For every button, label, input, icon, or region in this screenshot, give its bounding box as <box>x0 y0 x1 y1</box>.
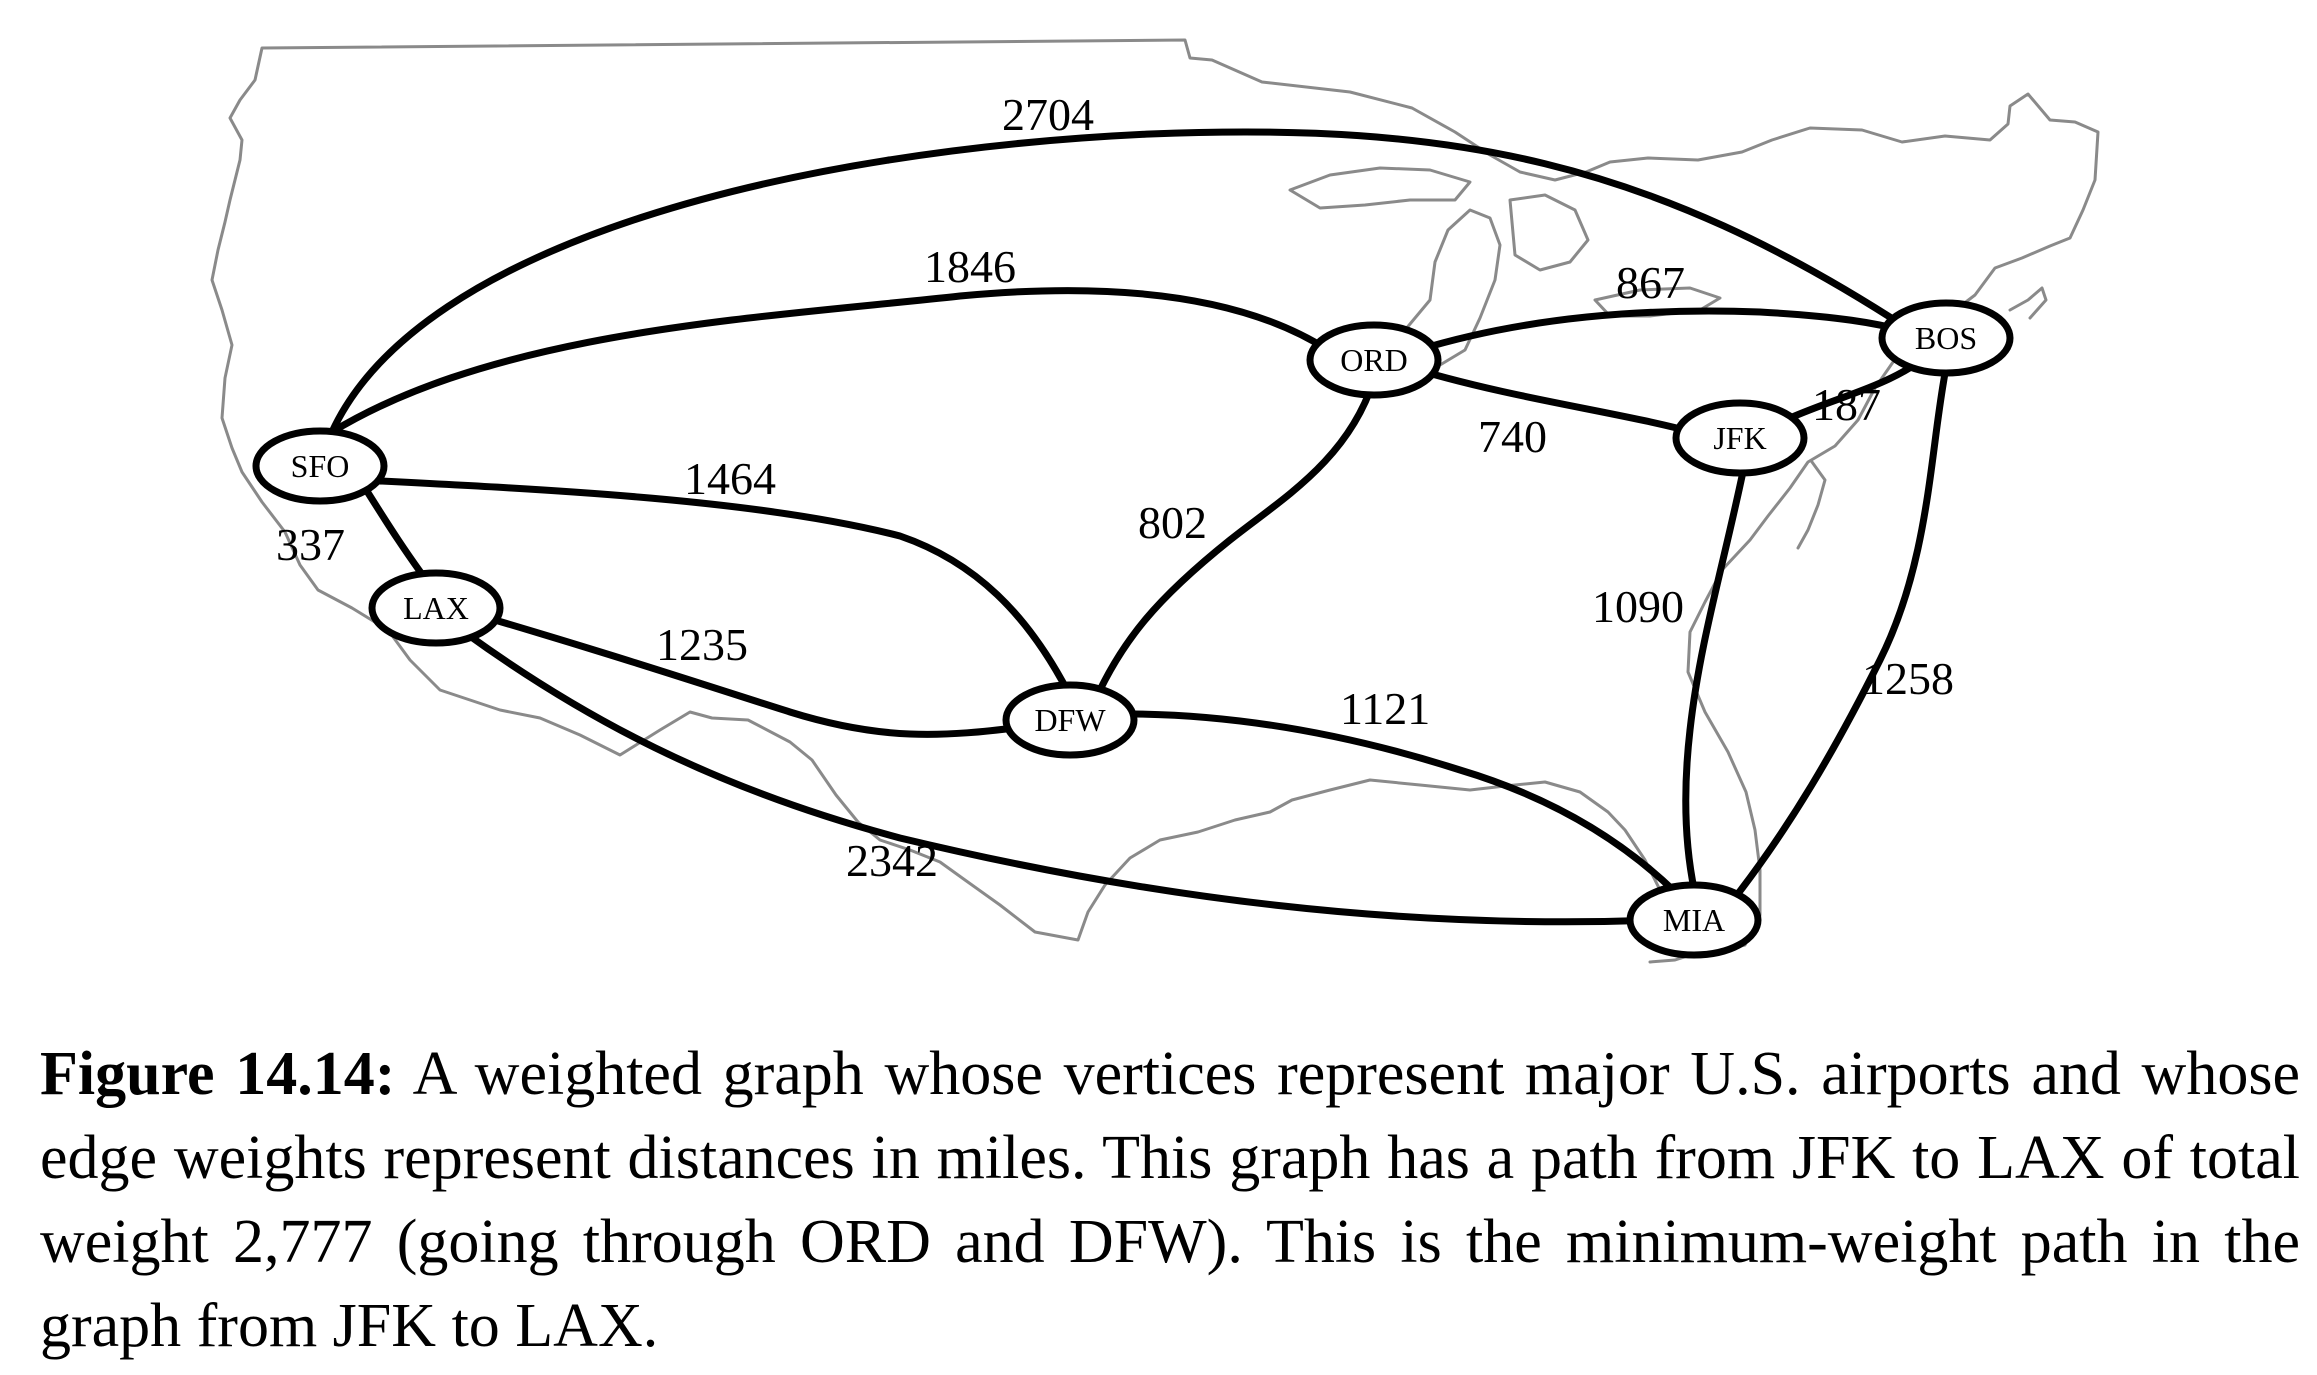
vertex-lax-shape <box>368 569 504 647</box>
vertex-dfw-shape <box>1002 681 1138 759</box>
vertex-ord: ORD <box>1306 321 1442 399</box>
us-mainland-outline <box>210 38 2100 954</box>
lake-huron-outline <box>1508 193 1590 272</box>
edge-ord-dfw <box>1086 372 1379 716</box>
graph-edges <box>328 128 1950 926</box>
vertex-dfw-label: DFW <box>1034 702 1106 738</box>
weight-bos-mia: 1258 <box>1862 653 1954 704</box>
airport-graph-diagram: 2704 1846 867 740 187 1464 337 802 1235 … <box>210 38 2100 964</box>
vertex-ord-label: ORD <box>1340 342 1408 378</box>
weight-jfk-mia: 1090 <box>1592 581 1684 632</box>
weight-jfk-bos: 187 <box>1812 379 1881 430</box>
figure-caption: Figure 14.14: A weighted graph whose ver… <box>40 1032 2300 1368</box>
vertex-sfo: SFO <box>252 427 388 505</box>
weight-sfo-lax: 337 <box>276 519 345 570</box>
edge-sfo-dfw <box>356 476 1082 716</box>
vertex-mia: MIA <box>1626 881 1762 959</box>
us-map-outline <box>210 38 2100 964</box>
vertex-ord-shape <box>1306 321 1442 399</box>
weight-ord-dfw: 802 <box>1138 497 1207 548</box>
vertex-bos: BOS <box>1878 299 2014 377</box>
edge-lax-dfw <box>436 600 1034 738</box>
vertex-mia-shape <box>1626 881 1762 959</box>
edge-bos-mia <box>1718 364 1950 918</box>
vertex-dfw: DFW <box>1002 681 1138 759</box>
weight-lax-dfw: 1235 <box>656 619 748 670</box>
vertex-bos-label: BOS <box>1915 320 1977 356</box>
weight-ord-bos: 867 <box>1616 257 1685 308</box>
edge-dfw-mia <box>1106 710 1704 922</box>
edge-ord-jfk <box>1414 366 1704 438</box>
graph-vertices: SFO LAX ORD DFW JFK BOS MIA <box>252 299 2014 959</box>
weight-sfo-bos: 2704 <box>1002 89 1094 140</box>
figure-caption-label: Figure 14.14: <box>40 1040 396 1108</box>
vertex-sfo-label: SFO <box>291 448 350 484</box>
edge-ord-bos <box>1414 307 1926 354</box>
cape-cod-outline <box>2008 286 2048 320</box>
edge-sfo-bos <box>328 128 1914 436</box>
edge-weights: 2704 1846 867 740 187 1464 337 802 1235 … <box>276 89 1954 886</box>
vertex-mia-label: MIA <box>1663 902 1725 938</box>
lake-michigan-outline <box>1376 208 1502 370</box>
vertex-sfo-shape <box>252 427 388 505</box>
lake-superior-outline <box>1288 166 1472 210</box>
vertex-lax: LAX <box>368 569 504 647</box>
weight-lax-mia: 2342 <box>846 835 938 886</box>
chesapeake-bay-outline <box>1796 460 1827 550</box>
edge-lax-mia <box>436 610 1664 926</box>
figure-caption-text: A weighted graph whose vertices represen… <box>40 1040 2300 1360</box>
edge-sfo-ord <box>328 287 1332 436</box>
weight-sfo-ord: 1846 <box>924 241 1016 292</box>
vertex-jfk-shape <box>1672 399 1808 477</box>
vertex-bos-shape <box>1878 299 2014 377</box>
weight-dfw-mia: 1121 <box>1340 683 1430 734</box>
vertex-jfk: JFK <box>1672 399 1808 477</box>
vertex-jfk-label: JFK <box>1713 420 1766 456</box>
weight-sfo-dfw: 1464 <box>684 453 776 504</box>
edge-jfk-mia <box>1682 458 1749 918</box>
vertex-lax-label: LAX <box>403 590 469 626</box>
weight-ord-jfk: 740 <box>1478 411 1547 462</box>
